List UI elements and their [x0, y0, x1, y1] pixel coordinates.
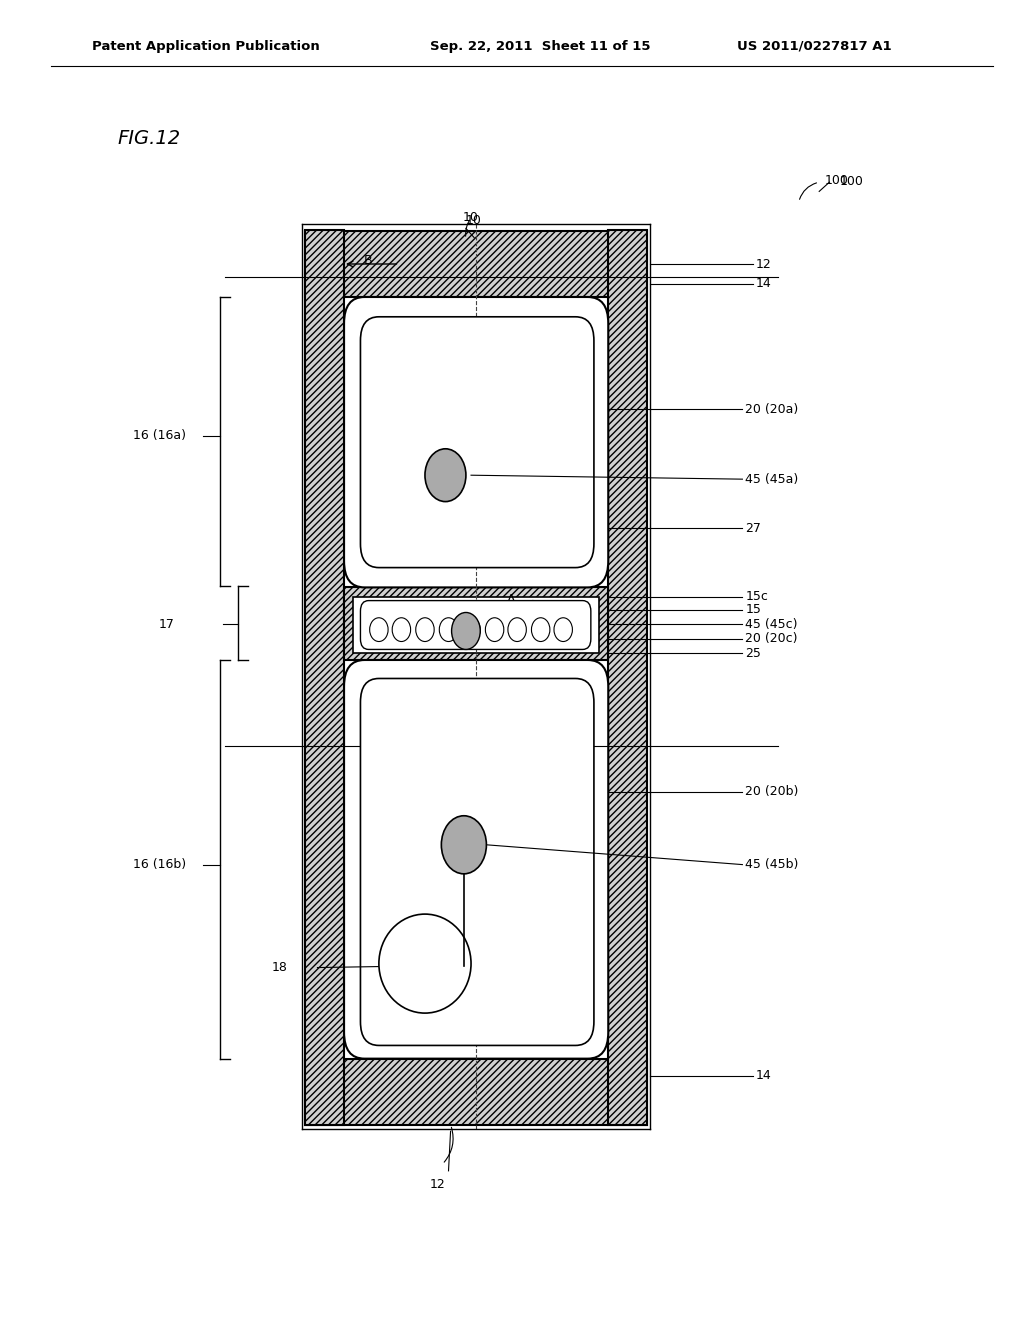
FancyBboxPatch shape: [360, 678, 594, 1045]
Text: 20 (20a): 20 (20a): [745, 403, 799, 416]
Circle shape: [439, 618, 458, 642]
FancyBboxPatch shape: [344, 297, 608, 587]
Text: Sep. 22, 2011  Sheet 11 of 15: Sep. 22, 2011 Sheet 11 of 15: [430, 40, 650, 53]
Text: 15c: 15c: [745, 590, 768, 603]
Text: 20 (20b): 20 (20b): [745, 785, 799, 799]
Text: A': A': [507, 725, 519, 738]
Ellipse shape: [379, 913, 471, 1014]
Bar: [406, 997, 416, 1010]
Text: 12: 12: [430, 1177, 445, 1191]
Bar: [415, 966, 435, 982]
Text: 27: 27: [745, 521, 762, 535]
Circle shape: [508, 618, 526, 642]
Bar: [401, 966, 414, 997]
Text: US 2011/0227817 A1: US 2011/0227817 A1: [737, 40, 892, 53]
Text: 10: 10: [463, 211, 479, 224]
Circle shape: [462, 618, 480, 642]
Bar: [305, 230, 344, 1125]
Bar: [428, 997, 438, 1010]
FancyBboxPatch shape: [360, 601, 591, 649]
Text: 14: 14: [756, 277, 771, 290]
Text: 15: 15: [745, 603, 762, 616]
Text: B': B': [367, 622, 377, 632]
Text: 17: 17: [159, 618, 175, 631]
Bar: [608, 230, 647, 1125]
Text: 45 (45c): 45 (45c): [745, 618, 798, 631]
Text: 45 (45b): 45 (45b): [745, 858, 799, 871]
Bar: [305, 231, 647, 297]
Text: 45 (45a): 45 (45a): [745, 473, 799, 486]
Bar: [401, 950, 449, 966]
Text: 16 (16b): 16 (16b): [133, 858, 186, 871]
Text: A: A: [507, 593, 515, 606]
Text: 20 (20c): 20 (20c): [745, 632, 798, 645]
Circle shape: [370, 618, 388, 642]
Text: 100: 100: [840, 174, 863, 187]
Circle shape: [425, 449, 466, 502]
Circle shape: [531, 618, 550, 642]
FancyBboxPatch shape: [344, 660, 608, 1059]
Text: 18: 18: [271, 961, 288, 974]
Circle shape: [416, 618, 434, 642]
Circle shape: [392, 618, 411, 642]
Circle shape: [452, 612, 480, 649]
Bar: [305, 1059, 647, 1125]
Text: 25: 25: [745, 647, 762, 660]
Bar: [353, 597, 599, 653]
Bar: [436, 966, 449, 997]
Text: Patent Application Publication: Patent Application Publication: [92, 40, 319, 53]
Text: B: B: [364, 253, 372, 267]
Circle shape: [554, 618, 572, 642]
Bar: [344, 587, 608, 660]
Circle shape: [485, 618, 504, 642]
FancyBboxPatch shape: [360, 317, 594, 568]
Text: 100: 100: [824, 174, 848, 187]
Text: FIG.12: FIG.12: [118, 129, 181, 148]
Bar: [454, 861, 474, 874]
Circle shape: [441, 816, 486, 874]
Text: 12: 12: [756, 257, 771, 271]
Text: 16 (16a): 16 (16a): [133, 429, 186, 442]
Text: 14: 14: [756, 1069, 771, 1082]
Text: 10: 10: [466, 214, 482, 227]
